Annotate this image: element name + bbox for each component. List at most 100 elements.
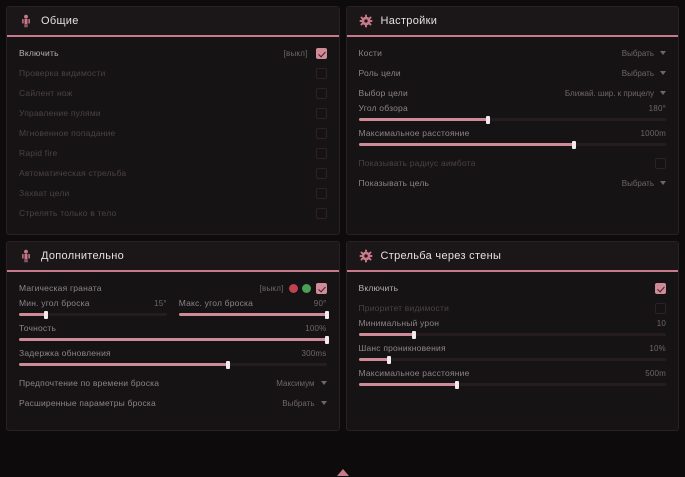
- slider-track[interactable]: [358, 115, 666, 124]
- row-show-target[interactable]: Показывать цель Выбрать: [347, 173, 679, 193]
- slider-label: Шанс проникновения: [358, 343, 446, 353]
- slider-track[interactable]: [19, 310, 167, 319]
- dropdown-target-selection[interactable]: Ближай. шир. к прицелу: [565, 89, 666, 98]
- checkbox-show-aimbot-radius[interactable]: [655, 157, 666, 169]
- slider-value: 10%: [649, 344, 666, 353]
- panel-settings-body: Кости Выбрать Роль цели Выбрать: [347, 37, 679, 234]
- row-label: Кости: [358, 48, 383, 58]
- checkbox-general-2[interactable]: [315, 87, 327, 99]
- slider-value: 90°: [313, 299, 327, 308]
- row-wallbang-enable[interactable]: Включить: [347, 278, 679, 298]
- row-general-8[interactable]: Стрелять только в тело: [7, 203, 339, 223]
- checkbox-general-6[interactable]: [315, 167, 327, 179]
- checkbox-general-5[interactable]: [315, 147, 327, 159]
- slider-track[interactable]: [358, 380, 666, 389]
- row-advanced-throw-params[interactable]: Расширенные параметры броска Выбрать: [7, 393, 339, 413]
- checkbox-general-0[interactable]: [315, 47, 327, 59]
- row-target-selection[interactable]: Выбор цели Ближай. шир. к прицелу: [347, 83, 679, 103]
- status-badge-green-icon[interactable]: [301, 283, 311, 293]
- left-column: Общие Включить [выкл] Проверка видимости…: [6, 6, 340, 477]
- panel-wallbang-body: Включить Приоритет видимости Минимальный…: [347, 272, 679, 430]
- row-general-7[interactable]: Захват цели: [7, 183, 339, 203]
- slider-max-distance[interactable]: Максимальное расстояние 1000m: [347, 128, 679, 149]
- slider-thumb[interactable]: [454, 380, 459, 389]
- slider-label: Мин. угол броска: [19, 298, 90, 308]
- dropdown-value: Максимум: [276, 378, 315, 388]
- slider-track[interactable]: [358, 355, 666, 364]
- slider-track[interactable]: [19, 360, 327, 369]
- row-value: [выкл]: [259, 283, 284, 293]
- slider-thumb[interactable]: [387, 355, 392, 364]
- row-general-2[interactable]: Сайлент нож: [7, 83, 339, 103]
- slider-label: Минимальный урон: [358, 318, 440, 328]
- dropdown-show-target[interactable]: Выбрать: [622, 179, 666, 188]
- slider-header: Угол обзора 180°: [359, 103, 667, 118]
- chevron-down-icon: [660, 181, 666, 185]
- slider-thumb[interactable]: [324, 335, 329, 344]
- slider-thumb[interactable]: [324, 310, 329, 319]
- checkbox-wallbang-enable[interactable]: [655, 282, 666, 294]
- row-visibility-priority[interactable]: Приоритет видимости: [347, 298, 679, 318]
- slider-track[interactable]: [178, 310, 329, 319]
- slider-value: 300ms: [301, 349, 327, 358]
- slider-fill: [358, 143, 574, 146]
- slider-label: Максимальное расстояние: [358, 368, 470, 378]
- panel-extra: Дополнительно Магическая граната [выкл]: [6, 241, 340, 431]
- slider-thumb[interactable]: [226, 360, 231, 369]
- dropdown-bones[interactable]: Выбрать: [622, 49, 666, 58]
- slider-header: Мин. угол броска 15°: [19, 298, 167, 313]
- row-throw-time-preference[interactable]: Предпочтение по времени броска Максимум: [7, 373, 339, 393]
- row-general-6[interactable]: Автоматическая стрельба: [7, 163, 339, 183]
- row-general-1[interactable]: Проверка видимости: [7, 63, 339, 83]
- slider-accuracy[interactable]: Точность 100%: [7, 323, 339, 344]
- row-show-aimbot-radius[interactable]: Показывать радиус аимбота: [347, 153, 679, 173]
- row-general-5[interactable]: Rapid fire: [7, 143, 339, 163]
- slider-value: 100%: [305, 324, 327, 333]
- gear-icon: [359, 14, 372, 28]
- slider-wallbang-max-distance[interactable]: Максимальное расстояние 500m: [347, 368, 679, 389]
- status-badge-red-icon[interactable]: [288, 283, 298, 293]
- checkbox-general-7[interactable]: [315, 187, 327, 199]
- slider-max-angle[interactable]: Макс. угол броска 90°: [178, 298, 329, 319]
- angle-sliders: Мин. угол броска 15°: [7, 298, 339, 323]
- slider-track[interactable]: [358, 140, 666, 149]
- slider-update-delay[interactable]: Задержка обновления 300ms: [7, 348, 339, 369]
- slider-fill: [19, 313, 46, 316]
- slider-value: 180°: [648, 104, 666, 113]
- slider-min-damage[interactable]: Минимальный урон 10: [347, 318, 679, 339]
- row-label: Включить: [19, 48, 59, 58]
- checkbox-magic-grenade[interactable]: [315, 282, 327, 294]
- slider-penetration-chance[interactable]: Шанс проникновения 10%: [347, 343, 679, 364]
- row-label: Управление пулями: [19, 108, 101, 118]
- dropdown-throw-time-preference[interactable]: Максимум: [276, 378, 327, 388]
- checkbox-general-3[interactable]: [315, 107, 327, 119]
- slider-thumb[interactable]: [411, 330, 416, 339]
- dropdown-target-role[interactable]: Выбрать: [622, 69, 666, 78]
- checkbox-general-1[interactable]: [315, 67, 327, 79]
- checkbox-general-4[interactable]: [315, 127, 327, 139]
- row-general-0[interactable]: Включить [выкл]: [7, 43, 339, 63]
- slider-value: 10: [656, 319, 666, 328]
- collapse-arrow-icon[interactable]: [336, 469, 349, 476]
- row-bones[interactable]: Кости Выбрать: [347, 43, 679, 63]
- slider-value: 15°: [154, 299, 167, 308]
- row-label: Показывать радиус аимбота: [358, 158, 476, 168]
- slider-track[interactable]: [19, 335, 329, 344]
- slider-track[interactable]: [358, 330, 666, 339]
- panel-wallbang-title: Стрельба через стены: [380, 250, 502, 262]
- checkbox-visibility-priority[interactable]: [655, 302, 666, 314]
- dropdown-advanced-throw-params[interactable]: Выбрать: [282, 399, 327, 408]
- slider-thumb[interactable]: [571, 140, 576, 149]
- row-general-3[interactable]: Управление пулями: [7, 103, 339, 123]
- dropdown-value: Выбрать: [621, 178, 654, 188]
- row-general-4[interactable]: Мгновенное попадание: [7, 123, 339, 143]
- slider-fov[interactable]: Угол обзора 180°: [347, 103, 679, 124]
- row-target-role[interactable]: Роль цели Выбрать: [347, 63, 679, 83]
- row-magic-grenade[interactable]: Магическая граната [выкл]: [7, 278, 339, 298]
- chevron-down-icon: [320, 401, 327, 405]
- slider-thumb[interactable]: [43, 310, 48, 319]
- slider-label: Угол обзора: [358, 103, 408, 113]
- checkbox-general-8[interactable]: [315, 207, 327, 219]
- slider-min-angle[interactable]: Мин. угол броска 15°: [19, 298, 167, 319]
- slider-thumb[interactable]: [485, 115, 490, 124]
